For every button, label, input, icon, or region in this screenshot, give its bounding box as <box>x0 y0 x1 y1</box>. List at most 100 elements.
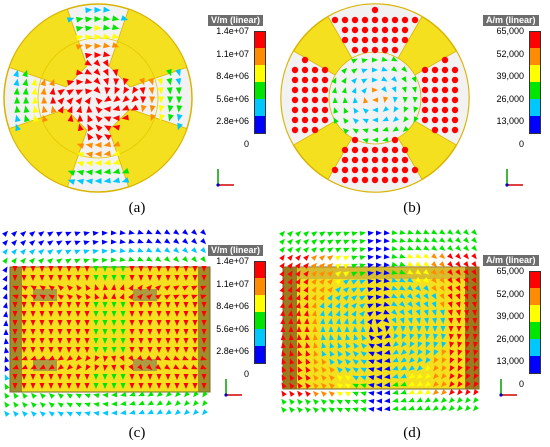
magnetic-field-dot <box>421 76 429 84</box>
magnetic-field-arrow <box>408 365 415 371</box>
electric-field-arrow <box>85 284 91 291</box>
magnetic-field-arrow <box>372 107 378 113</box>
electric-field-arrow <box>74 258 81 264</box>
electric-field-arrow <box>75 355 82 362</box>
electric-field-arrow <box>137 247 144 253</box>
magnetic-field-arrow <box>403 116 409 123</box>
electric-field-arrow <box>76 152 85 158</box>
magnetic-field-arrow <box>440 325 446 332</box>
magnetic-field-arrow <box>400 373 407 379</box>
magnetic-field-arrow <box>439 301 445 308</box>
magnetic-field-dot <box>331 166 339 174</box>
magnetic-field-arrow <box>311 286 317 293</box>
electric-field-arrow <box>120 383 126 389</box>
magnetic-field-arrow <box>352 399 359 405</box>
magnetic-field-dot <box>361 176 369 184</box>
electric-field-arrow <box>65 240 72 246</box>
magnetic-field-arrow <box>384 390 391 396</box>
electric-field-arrow <box>75 347 81 353</box>
magnetic-field-arrow <box>399 293 406 299</box>
magnetic-field-arrow <box>463 269 469 276</box>
magnetic-field-arrow <box>447 269 453 276</box>
electric-field-arrow <box>191 238 198 245</box>
electric-field-arrow <box>66 338 72 344</box>
electric-field-arrow <box>85 293 91 300</box>
magnetic-field-arrow <box>408 389 415 395</box>
magnetic-field-arrow <box>335 231 342 237</box>
electric-field-arrow <box>128 229 135 235</box>
magnetic-field-arrow <box>375 310 382 316</box>
magnetic-field-arrow <box>465 349 471 356</box>
electric-field-arrow <box>30 347 36 353</box>
electric-field-arrow <box>3 311 9 318</box>
magnetic-field-arrow <box>304 334 310 341</box>
magnetic-field-arrow <box>312 407 319 413</box>
magnetic-field-arrow <box>279 270 285 277</box>
magnetic-field-arrow <box>312 318 318 325</box>
magnetic-field-arrow <box>303 231 310 237</box>
electric-field-arrow <box>32 96 39 104</box>
magnetic-field-arrow <box>432 381 439 388</box>
electric-field-arrow <box>75 89 84 96</box>
electric-field-arrow <box>84 59 93 66</box>
electric-field-arrow <box>158 105 165 113</box>
magnetic-field-arrow <box>368 398 375 404</box>
magnetic-field-arrow <box>297 398 303 405</box>
electric-field-arrow <box>94 160 102 166</box>
magnetic-field-arrow <box>343 239 350 245</box>
magnetic-field-arrow <box>319 231 326 237</box>
electric-field-arrow <box>156 302 162 308</box>
panel-a: V/m (linear) 1.4e+07 1.1e+07 8.4e+06 5.6e+0… <box>0 0 275 220</box>
magnetic-field-arrow <box>367 318 373 325</box>
electric-field-arrow <box>66 275 72 281</box>
electric-field-arrow <box>191 247 198 254</box>
electric-field-arrow <box>132 86 139 94</box>
electric-field-arrow <box>120 15 129 21</box>
magnetic-field-arrow <box>359 303 366 309</box>
magnetic-field-arrow <box>289 390 295 397</box>
electric-field-arrow <box>111 338 117 344</box>
magnetic-field-arrow <box>305 358 311 365</box>
magnetic-field-arrow <box>312 390 319 397</box>
magnetic-field-arrow <box>352 326 358 333</box>
z-axis-dot <box>216 183 220 187</box>
electric-field-arrow <box>29 248 36 255</box>
magnetic-field-arrow <box>289 398 295 405</box>
electric-field-arrow <box>94 284 100 291</box>
electric-field-arrow <box>112 177 121 184</box>
electric-field-arrow <box>147 347 153 353</box>
magnetic-field-arrow <box>319 255 326 261</box>
magnetic-field-arrow <box>361 58 368 64</box>
electric-field-arrow <box>29 240 36 246</box>
magnetic-field-dot <box>421 66 429 74</box>
magnetic-field-arrow <box>456 317 462 324</box>
electric-field-arrow <box>102 51 111 58</box>
legend-tick-label: 26,000 <box>496 93 524 104</box>
electric-field-arrow <box>30 364 37 370</box>
electric-field-arrow <box>200 247 206 254</box>
electric-field-arrow <box>147 275 153 281</box>
magnetic-field-arrow <box>381 66 388 72</box>
electric-field-arrow <box>22 401 28 408</box>
magnetic-field-arrow <box>399 277 406 283</box>
electric-field-arrow <box>77 114 84 122</box>
electric-field-arrow <box>175 87 182 95</box>
electric-field-arrow <box>21 355 28 361</box>
electric-field-arrow <box>39 266 45 272</box>
magnetic-field-arrow <box>392 381 399 387</box>
electric-field-arrow <box>41 105 48 114</box>
electric-field-arrow <box>4 401 10 408</box>
electric-field-arrow <box>192 266 198 272</box>
electric-field-arrow <box>30 383 36 389</box>
magnetic-field-arrow <box>327 270 334 277</box>
electric-field-arrow <box>83 258 90 264</box>
magnetic-field-arrow <box>303 254 310 261</box>
magnetic-field-arrow <box>440 405 447 411</box>
electric-field-arrow <box>138 400 145 406</box>
magnetic-field-arrow <box>281 358 287 365</box>
magnetic-field-arrow <box>409 349 415 356</box>
magnetic-field-arrow <box>465 381 471 388</box>
magnetic-field-arrow <box>439 285 445 292</box>
magnetic-field-arrow <box>383 254 390 260</box>
magnetic-field-dot <box>351 46 359 54</box>
